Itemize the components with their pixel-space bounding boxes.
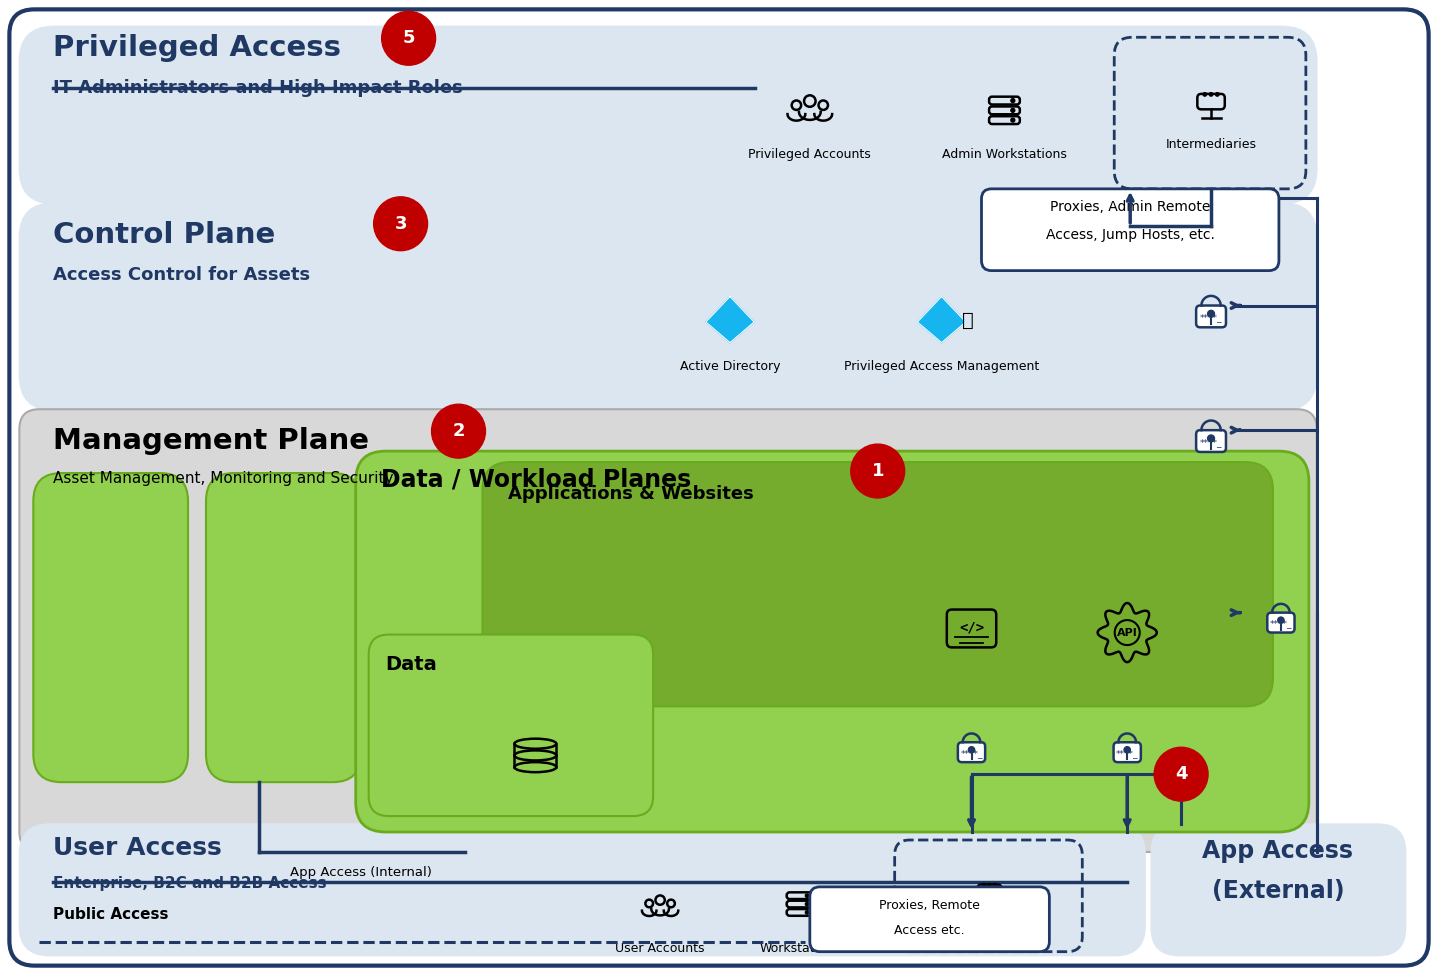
Text: Control Plane: Control Plane — [53, 220, 276, 249]
Circle shape — [805, 903, 808, 906]
Text: ****_: ****_ — [1116, 749, 1139, 758]
Polygon shape — [917, 296, 966, 342]
FancyBboxPatch shape — [10, 10, 1428, 965]
Text: Public Access: Public Access — [53, 907, 168, 921]
Text: App Access: App Access — [1202, 839, 1353, 863]
Text: API: API — [1117, 628, 1137, 638]
FancyBboxPatch shape — [206, 473, 361, 782]
Text: Proxies, Admin Remote: Proxies, Admin Remote — [1050, 200, 1211, 214]
Circle shape — [805, 894, 808, 897]
Circle shape — [1011, 118, 1015, 122]
Circle shape — [1011, 98, 1015, 102]
FancyBboxPatch shape — [1113, 742, 1140, 762]
FancyBboxPatch shape — [1114, 37, 1306, 189]
Text: User Access: User Access — [53, 836, 221, 860]
Text: ****_: ****_ — [1199, 313, 1222, 322]
Circle shape — [1208, 310, 1215, 317]
Circle shape — [988, 883, 991, 886]
Circle shape — [1278, 617, 1284, 623]
Circle shape — [1155, 747, 1208, 801]
Text: 4: 4 — [1175, 765, 1188, 783]
Text: 1: 1 — [871, 462, 884, 480]
Circle shape — [1125, 747, 1130, 753]
Text: Applications & Websites: Applications & Websites — [509, 485, 754, 503]
FancyBboxPatch shape — [355, 451, 1309, 832]
Circle shape — [851, 445, 905, 498]
Text: Asset Management, Monitoring and Security: Asset Management, Monitoring and Securit… — [53, 471, 394, 487]
FancyBboxPatch shape — [33, 473, 188, 782]
Text: Proxies, Remote: Proxies, Remote — [879, 899, 981, 912]
Circle shape — [381, 12, 436, 65]
FancyBboxPatch shape — [894, 840, 1083, 952]
Circle shape — [994, 883, 997, 886]
Circle shape — [1204, 93, 1206, 97]
FancyBboxPatch shape — [19, 410, 1317, 852]
Circle shape — [1011, 108, 1015, 112]
Polygon shape — [706, 296, 754, 342]
Text: Privileged Accounts: Privileged Accounts — [748, 148, 871, 161]
Text: ****_: ****_ — [1199, 438, 1222, 447]
Text: Management Plane: Management Plane — [53, 427, 370, 455]
Text: Intermediaries: Intermediaries — [1166, 138, 1257, 151]
FancyBboxPatch shape — [483, 462, 1273, 706]
Text: 🔑: 🔑 — [962, 311, 974, 330]
Text: Privileged Access Management: Privileged Access Management — [844, 361, 1040, 373]
Text: 3: 3 — [394, 214, 407, 233]
FancyBboxPatch shape — [368, 635, 653, 816]
Text: 2: 2 — [453, 422, 464, 440]
Circle shape — [1208, 435, 1215, 442]
Text: Workstations: Workstations — [759, 942, 840, 955]
Text: IT Administrators and High Impact Roles: IT Administrators and High Impact Roles — [53, 79, 463, 98]
FancyBboxPatch shape — [19, 26, 1317, 204]
Text: 5: 5 — [403, 29, 414, 47]
FancyBboxPatch shape — [982, 189, 1278, 271]
Circle shape — [1215, 93, 1219, 97]
Text: App Access (Internal): App Access (Internal) — [289, 866, 431, 878]
Text: Access etc.: Access etc. — [894, 923, 965, 937]
Text: Data / Workload Planes: Data / Workload Planes — [381, 467, 690, 491]
FancyBboxPatch shape — [1152, 824, 1406, 956]
FancyBboxPatch shape — [1196, 430, 1227, 452]
Text: Intermediaries: Intermediaries — [943, 934, 1035, 947]
Text: Access Control for Assets: Access Control for Assets — [53, 265, 311, 284]
Text: User Accounts: User Accounts — [615, 942, 705, 955]
Text: Active Directory: Active Directory — [680, 361, 781, 373]
FancyBboxPatch shape — [19, 203, 1317, 410]
Circle shape — [1209, 93, 1212, 97]
Circle shape — [982, 883, 985, 886]
Circle shape — [431, 405, 486, 458]
Circle shape — [374, 197, 427, 251]
Text: Admin Workstations: Admin Workstations — [942, 148, 1067, 161]
Text: Data: Data — [385, 654, 437, 674]
FancyBboxPatch shape — [1196, 305, 1227, 328]
FancyBboxPatch shape — [810, 887, 1050, 952]
Text: Enterprise, B2C and B2B Access: Enterprise, B2C and B2B Access — [53, 876, 326, 891]
FancyBboxPatch shape — [19, 824, 1145, 956]
FancyBboxPatch shape — [958, 742, 985, 762]
Text: ****_: ****_ — [1270, 619, 1293, 628]
Text: </>: </> — [959, 621, 984, 635]
FancyBboxPatch shape — [1267, 612, 1294, 633]
Text: Access, Jump Hosts, etc.: Access, Jump Hosts, etc. — [1045, 228, 1215, 242]
Text: (External): (External) — [1212, 878, 1345, 903]
Circle shape — [968, 747, 975, 753]
Circle shape — [805, 911, 808, 915]
Text: ****_: ****_ — [961, 749, 982, 758]
Text: Privileged Access: Privileged Access — [53, 34, 341, 62]
